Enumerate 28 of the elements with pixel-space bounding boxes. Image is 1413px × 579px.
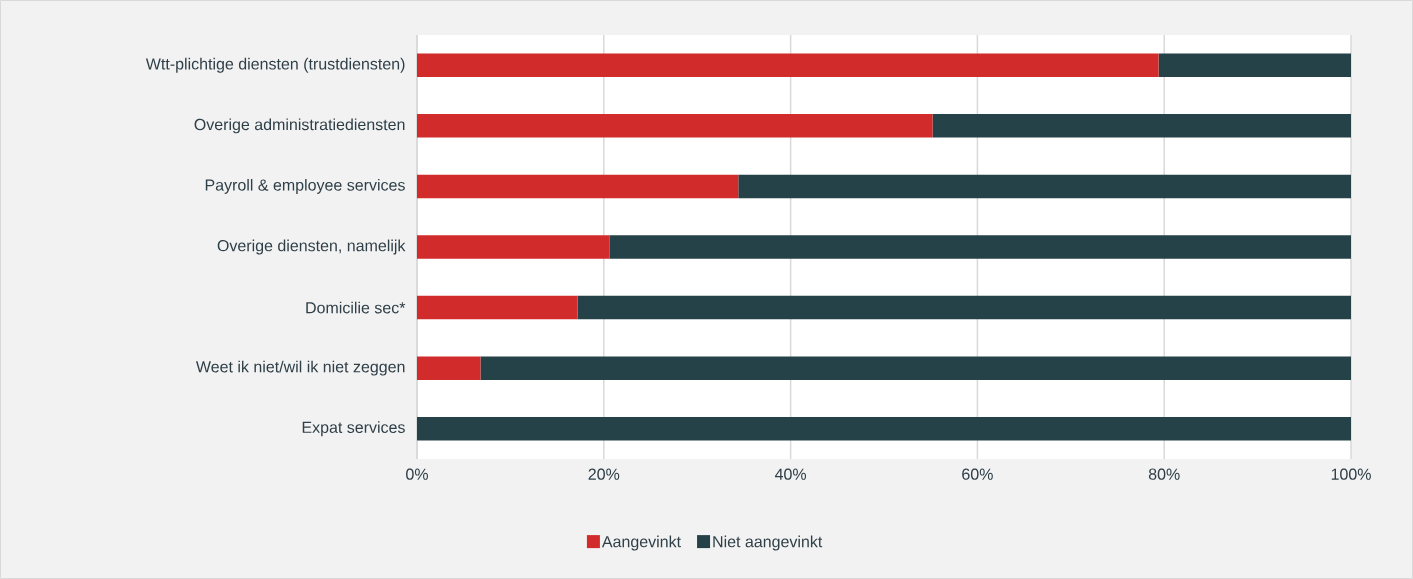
- bar: [1158, 53, 1352, 78]
- bar: [417, 114, 933, 138]
- bar: [932, 114, 1352, 138]
- bar: [417, 235, 610, 259]
- bar: [738, 174, 1352, 199]
- y-tick-label: Overige diensten, namelijk: [217, 239, 406, 255]
- bar: [417, 356, 481, 380]
- x-tick-label: 100%: [1331, 468, 1371, 480]
- bar: [577, 295, 1352, 320]
- bar: [417, 53, 1159, 78]
- y-tick-label: Weet ik niet/wil ik niet zeggen: [195, 360, 405, 376]
- x-tick-label: 80%: [1148, 468, 1180, 480]
- y-tick-label: Payroll & employee services: [205, 178, 405, 194]
- bar: [417, 295, 578, 320]
- x-tick-label: 40%: [774, 468, 807, 480]
- x-tick-label: 60%: [962, 468, 993, 480]
- bar: [609, 235, 1352, 259]
- y-tick-label: Domicilie sec*: [306, 301, 406, 314]
- legend-label: Aangevinkt: [601, 535, 681, 551]
- bar: [480, 356, 1352, 380]
- bar: [417, 416, 1352, 441]
- y-tick-label: Expat services: [302, 421, 405, 437]
- x-tick-label: 20%: [588, 468, 620, 480]
- x-tick-label: 0%: [406, 468, 428, 480]
- legend-label: Niet aangevinkt: [713, 535, 823, 551]
- y-tick-label: Wtt-plichtige diensten (trustdiensten): [145, 57, 405, 73]
- bar: [417, 174, 739, 199]
- y-tick-label: Overige administratiediensten: [194, 118, 405, 134]
